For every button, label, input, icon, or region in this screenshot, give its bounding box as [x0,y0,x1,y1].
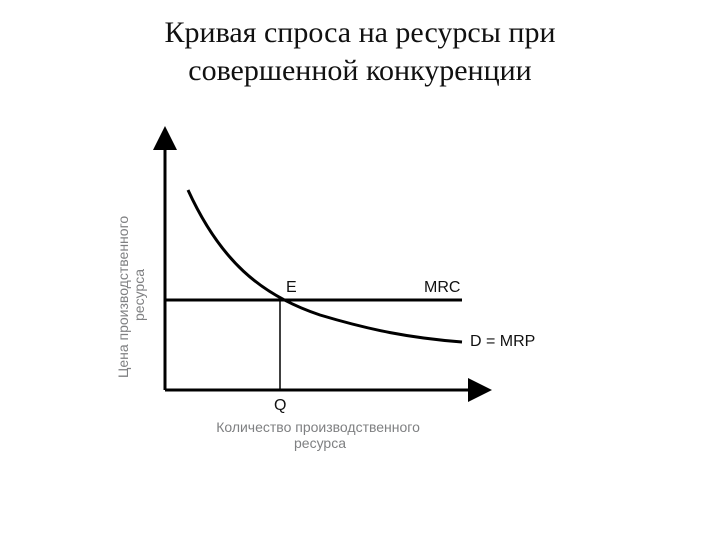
x-axis-label: Количество производственного ресурса [216,419,424,451]
y-axis-label: Цена производственного ресурса [115,212,147,378]
mrc-label: MRC [424,279,460,296]
x-axis-label-line1: Количество производственного [216,419,420,435]
economics-chart: E Q MRC D = MRP Цена производственного р… [70,120,590,480]
y-axis-label-line2: ресурса [131,269,147,321]
demand-label: D = MRP [470,333,535,350]
page-title: Кривая спроса на ресурсы при совершенной… [0,14,720,89]
chart-container: E Q MRC D = MRP Цена производственного р… [70,120,590,480]
equilibrium-label: E [286,279,297,296]
x-axis-label-line2: ресурса [294,435,346,451]
demand-curve [188,190,462,342]
y-axis-label-line1: Цена производственного [115,216,131,378]
q-label: Q [274,397,286,414]
slide: Кривая спроса на ресурсы при совершенной… [0,0,720,540]
